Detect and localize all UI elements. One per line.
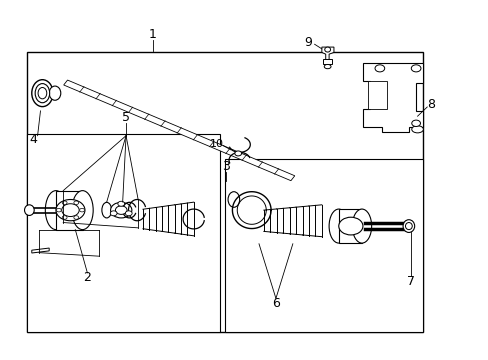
Circle shape (62, 216, 67, 219)
Bar (27, 53, 423, 332)
Circle shape (115, 206, 127, 215)
Circle shape (410, 65, 420, 72)
Text: 7: 7 (407, 275, 414, 288)
Ellipse shape (405, 222, 411, 230)
Ellipse shape (102, 202, 111, 218)
Bar (56, 191, 82, 230)
Polygon shape (63, 80, 294, 181)
Ellipse shape (324, 64, 330, 69)
Ellipse shape (227, 192, 239, 207)
Text: 8: 8 (426, 98, 434, 111)
Text: 3: 3 (221, 160, 229, 173)
Circle shape (62, 201, 67, 204)
Circle shape (80, 208, 84, 212)
Circle shape (110, 211, 117, 216)
Text: 9: 9 (304, 36, 312, 49)
Circle shape (234, 151, 241, 156)
Ellipse shape (402, 220, 414, 233)
Bar (27, 134, 220, 332)
Circle shape (74, 216, 79, 219)
Ellipse shape (49, 86, 61, 100)
Ellipse shape (24, 205, 34, 215)
Ellipse shape (351, 209, 371, 243)
Bar (224, 159, 423, 332)
Ellipse shape (38, 87, 47, 99)
Text: 6: 6 (271, 297, 279, 310)
Polygon shape (362, 63, 423, 132)
Circle shape (56, 199, 85, 221)
Ellipse shape (324, 47, 330, 52)
Circle shape (56, 208, 61, 212)
Text: 4: 4 (29, 133, 37, 146)
Bar (323, 59, 331, 64)
Ellipse shape (32, 80, 53, 107)
Circle shape (74, 201, 79, 204)
Polygon shape (32, 248, 49, 253)
Ellipse shape (45, 191, 66, 230)
Circle shape (338, 217, 362, 235)
Polygon shape (321, 47, 333, 59)
Circle shape (374, 65, 384, 72)
Text: 5: 5 (122, 112, 130, 125)
Ellipse shape (35, 84, 50, 103)
Ellipse shape (411, 126, 423, 133)
Circle shape (411, 120, 420, 126)
Circle shape (61, 204, 79, 216)
Bar (338, 209, 361, 243)
Ellipse shape (328, 209, 348, 243)
Circle shape (118, 201, 124, 206)
Bar (367, 81, 386, 109)
Circle shape (125, 211, 132, 216)
Text: 2: 2 (83, 271, 91, 284)
Ellipse shape (72, 191, 93, 230)
Text: 1: 1 (148, 28, 156, 41)
Text: 10: 10 (209, 139, 223, 149)
Circle shape (110, 202, 132, 218)
